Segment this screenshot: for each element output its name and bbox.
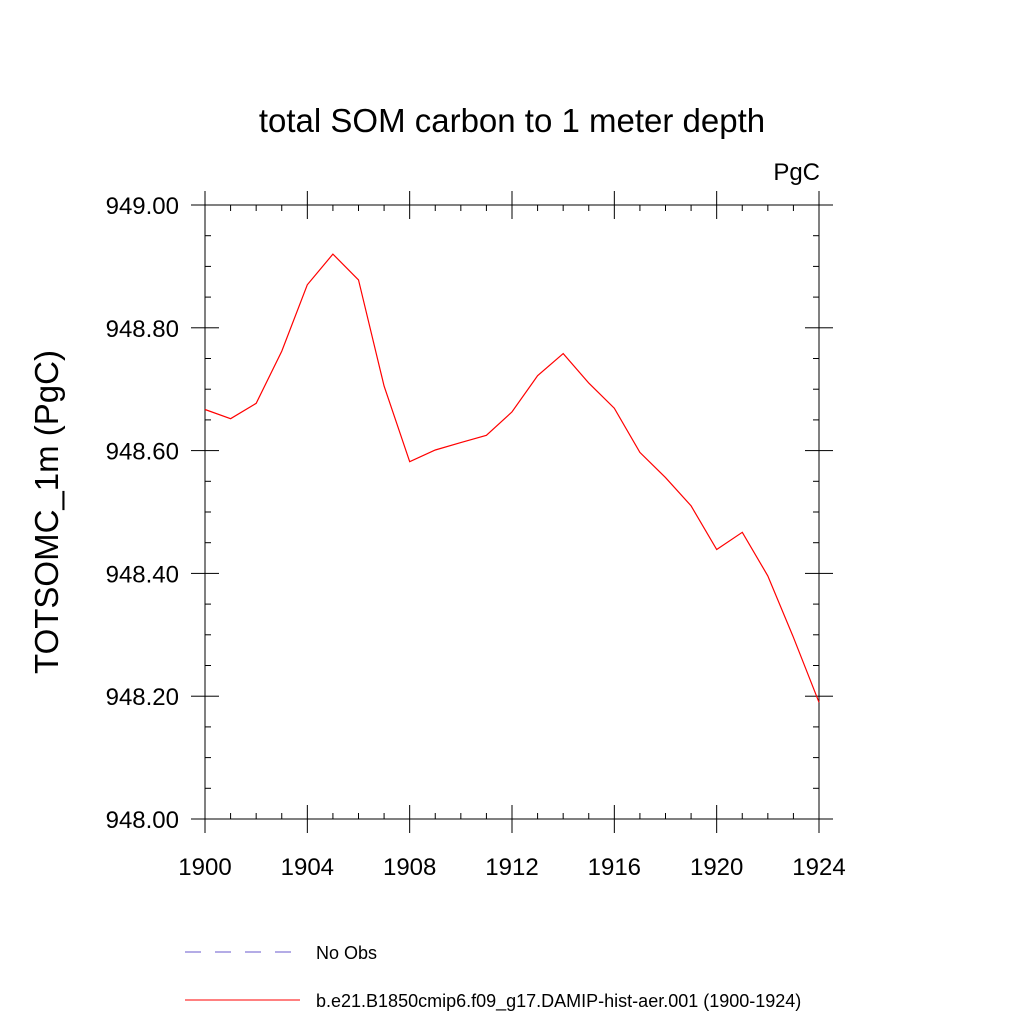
y-tick-label: 948.40 (106, 561, 179, 588)
y-tick-label: 948.00 (106, 807, 179, 834)
series-lines (204, 253, 820, 703)
y-axis-label: TOTSOMC_1m (PgC) (28, 350, 65, 674)
legend-label-no-obs: No Obs (316, 943, 377, 963)
plot-area: 1900 1904 1908 1912 1916 1920 1924 948.00 948.2… (106, 191, 846, 881)
plot-frame (204, 204, 820, 820)
y-tick-label: 948.20 (106, 684, 179, 711)
x-tick-label: 1908 (383, 854, 436, 881)
chart-title: total SOM carbon to 1 meter depth (259, 102, 765, 139)
y-tick-label: 948.60 (106, 439, 179, 466)
y-axis-ticks: 948.00 948.20 948.40 948.60 948.80 949.00 (106, 193, 833, 834)
legend-label-model-run: b.e21.B1850cmip6.f09_g17.DAMIP-hist-aer.… (316, 991, 801, 1012)
x-tick-label: 1916 (588, 854, 641, 881)
legend-item-model-run: b.e21.B1850cmip6.f09_g17.DAMIP-hist-aer.… (185, 991, 801, 1012)
x-tick-label: 1924 (792, 854, 845, 881)
x-tick-label: 1904 (281, 854, 334, 881)
y-tick-label: 949.00 (106, 193, 179, 220)
x-tick-label: 1912 (485, 854, 538, 881)
series-line (204, 253, 820, 703)
x-tick-label: 1900 (178, 854, 231, 881)
x-tick-label: 1920 (690, 854, 743, 881)
legend: No Obs b.e21.B1850cmip6.f09_g17.DAMIP-hi… (185, 943, 801, 1012)
x-axis-ticks: 1900 1904 1908 1912 1916 1920 1924 (178, 191, 846, 881)
y-tick-label: 948.80 (106, 316, 179, 343)
legend-item-no-obs: No Obs (185, 943, 377, 963)
units-label: PgC (773, 159, 820, 186)
